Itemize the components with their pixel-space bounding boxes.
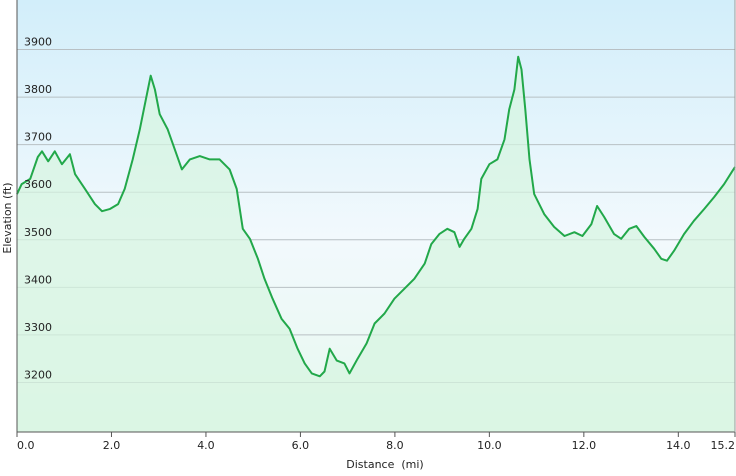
elevation-line [16, 55, 736, 378]
x-tick-label: 10.0 [477, 439, 502, 452]
y-tick-label: 3600 [24, 178, 52, 191]
y-tick-label: 3800 [24, 83, 52, 96]
x-tick-label: 2.0 [103, 439, 121, 452]
x-tick-label: 14.0 [666, 439, 691, 452]
x-tick-label: 6.0 [292, 439, 310, 452]
y-tick-label: 3700 [24, 131, 52, 144]
x-axis-ticks: 0.0 2.0 4.0 6.0 8.0 10.0 12.0 14.0 15.2 [16, 432, 736, 452]
x-tick-label: 0.0 [17, 439, 35, 452]
elevation-area-fill [17, 56, 735, 432]
x-tick-label: 15.2 [711, 439, 736, 452]
y-tick-label: 3500 [24, 226, 52, 239]
y-axis-ticks: 3200 3300 3400 3500 3600 3700 3800 3900 [24, 36, 52, 382]
y-tick-label: 3400 [24, 273, 52, 286]
x-tick-label: 12.0 [572, 439, 597, 452]
x-axis-label: Distance (mi) [346, 458, 423, 471]
y-tick-label: 3300 [24, 321, 52, 334]
y-tick-label: 3200 [24, 368, 52, 381]
x-tick-label: 8.0 [386, 439, 404, 452]
y-axis-label: Elevation (ft) [1, 182, 14, 253]
x-tick-label: 4.0 [197, 439, 215, 452]
y-tick-label: 3900 [24, 36, 52, 49]
